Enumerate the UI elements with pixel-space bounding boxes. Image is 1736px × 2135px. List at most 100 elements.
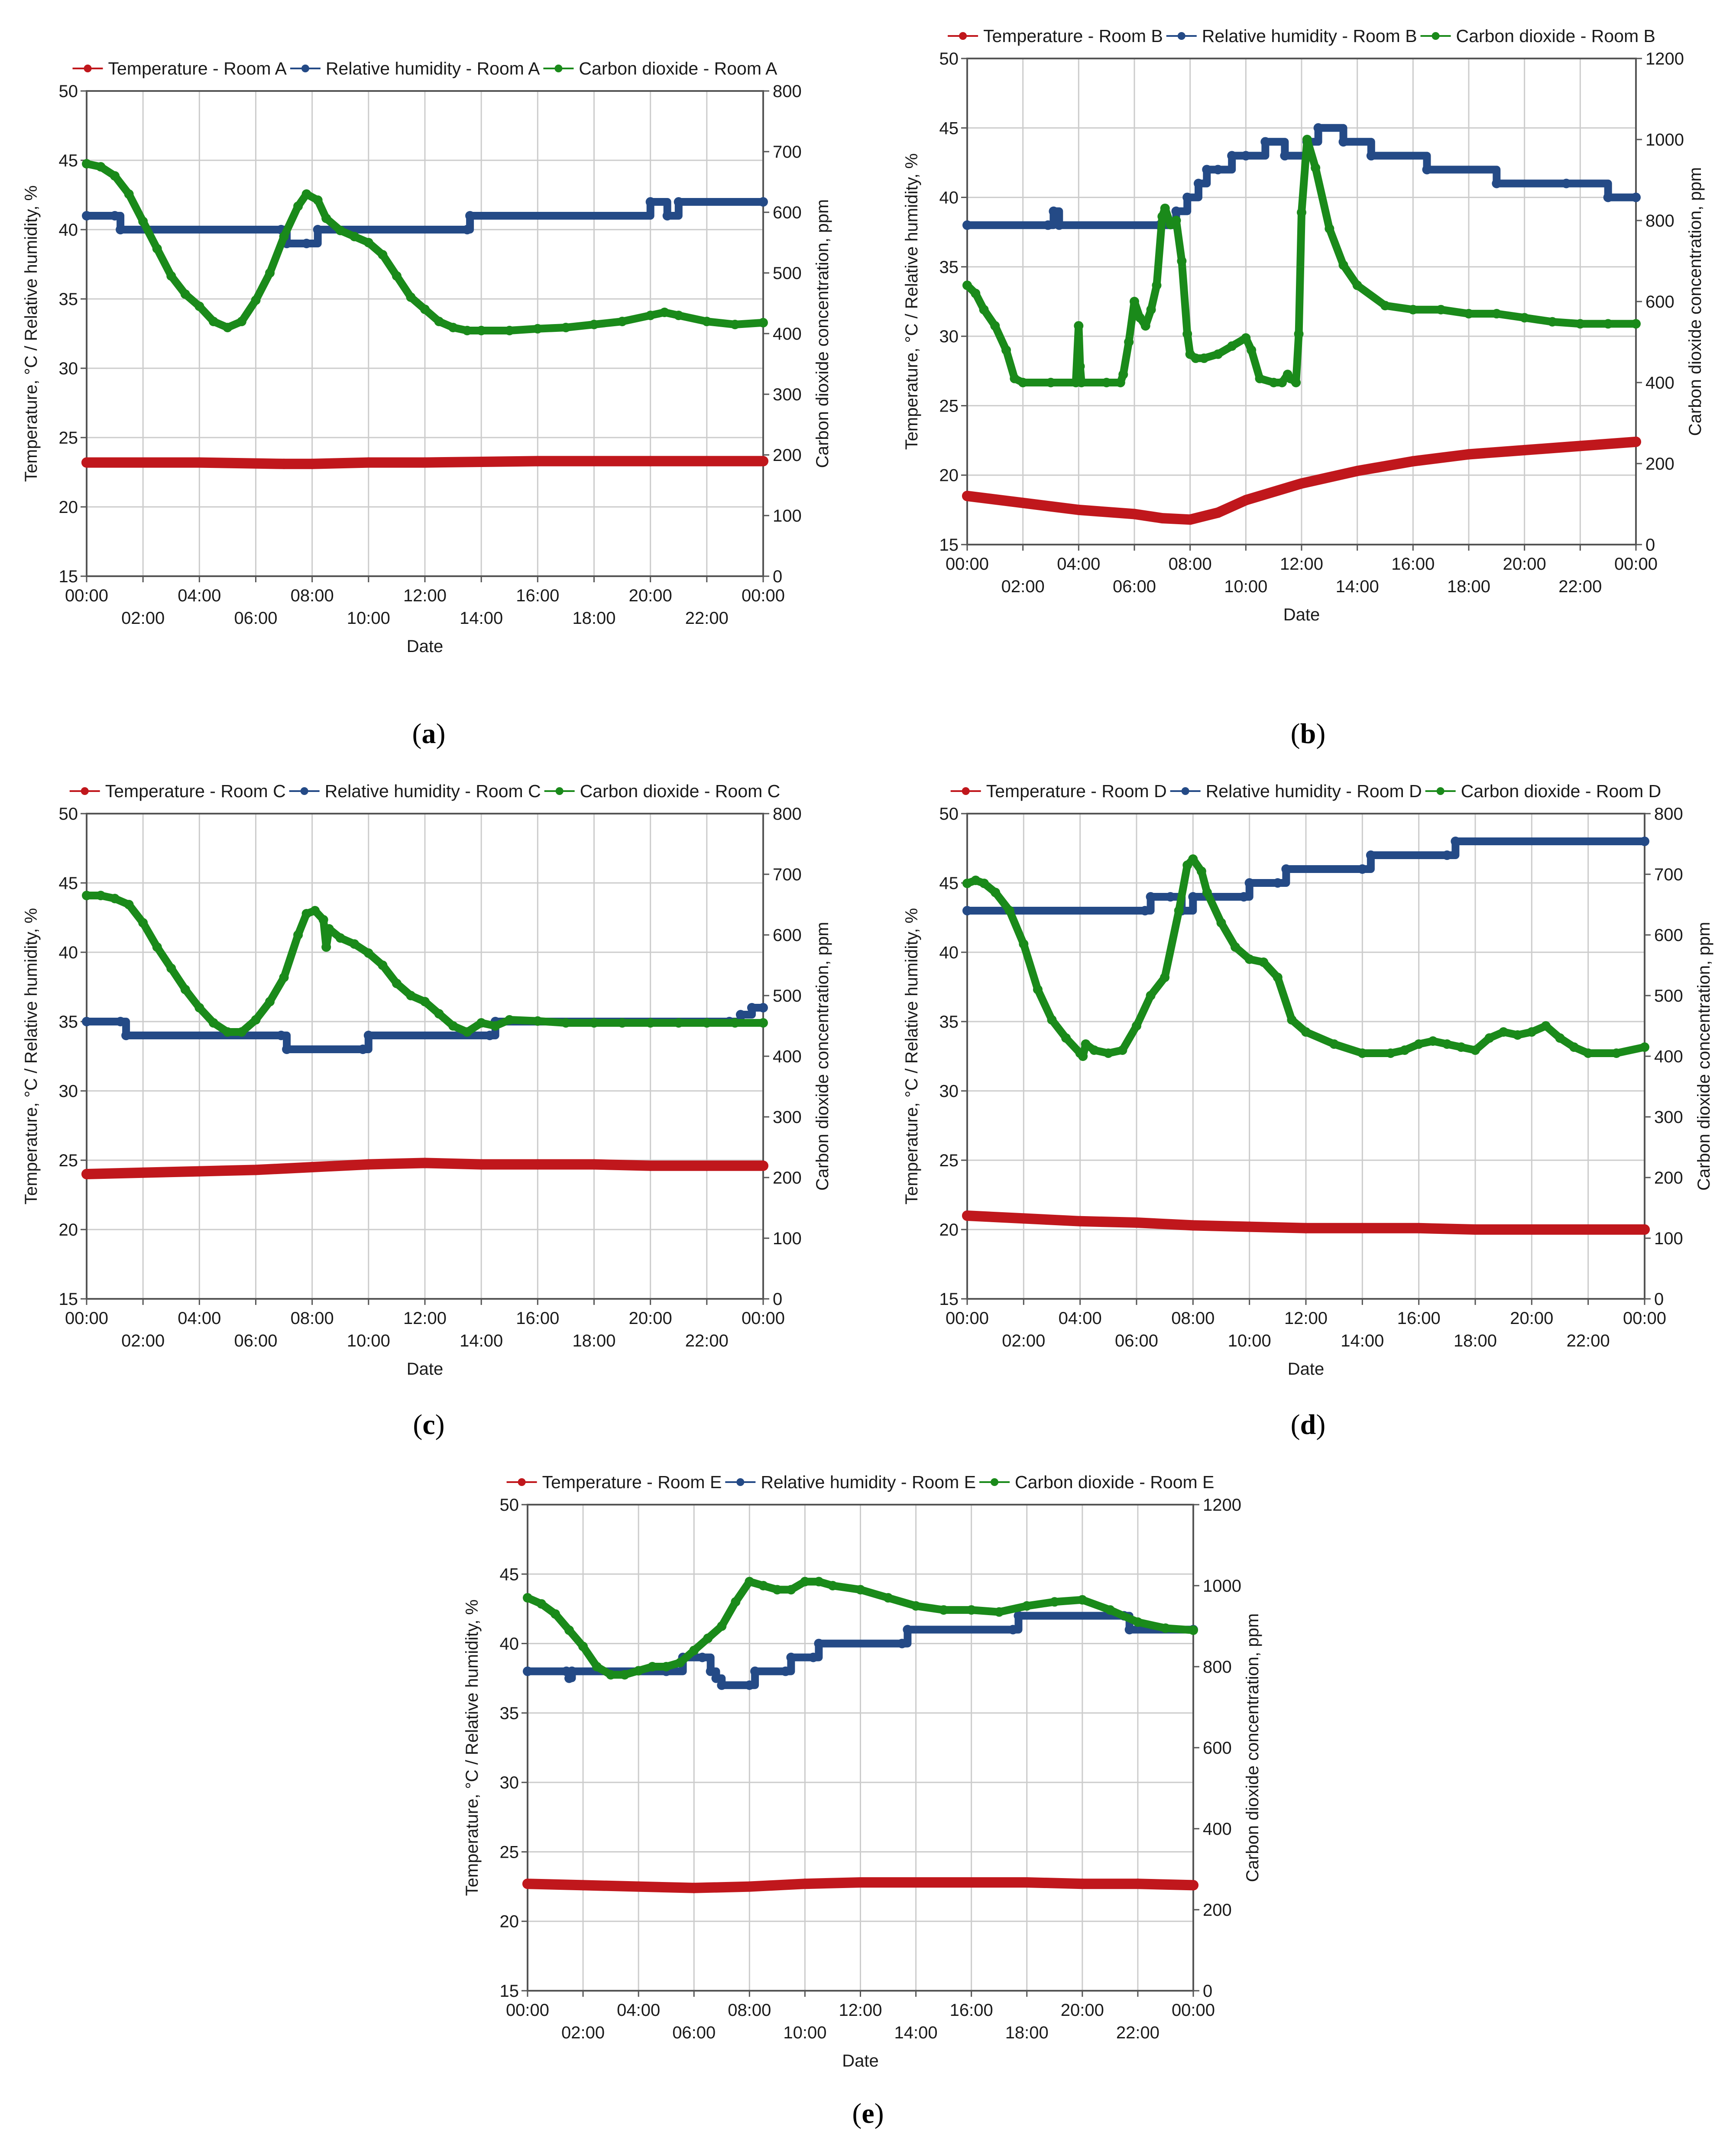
data-point: [321, 942, 331, 952]
data-point: [1152, 280, 1162, 290]
data-point: [462, 1027, 472, 1037]
data-point: [674, 1018, 683, 1028]
chart-panel-b: 15 20 25 30 35 40 45 50 0 200 400 600 800 1000 1200 00:…: [902, 26, 1705, 624]
legend-entry: Relative humidity - Room D: [1170, 781, 1422, 801]
data-point: [522, 1879, 533, 1889]
x-tick-label: 02:00: [1001, 577, 1045, 596]
data-point: [697, 1652, 707, 1662]
data-point: [1422, 165, 1432, 175]
x-axis-label: Date: [1283, 605, 1320, 624]
y2-tick-label: 0: [1654, 1290, 1664, 1309]
data-point: [1105, 1605, 1115, 1615]
x-tick-label: 10:00: [347, 609, 390, 628]
x-tick-label: 10:00: [1224, 577, 1267, 596]
y2-tick-label: 600: [1645, 292, 1674, 311]
data-point: [661, 1662, 671, 1671]
data-point: [1470, 1224, 1480, 1235]
data-point: [1019, 939, 1029, 949]
data-point: [633, 1881, 644, 1892]
x-tick-label: 16:00: [516, 586, 559, 605]
data-point: [1174, 906, 1184, 915]
data-point: [1124, 337, 1134, 347]
data-point: [1259, 957, 1269, 967]
legend-entry: Carbon dioxide - Room B: [1420, 26, 1655, 46]
data-point: [717, 1680, 727, 1690]
y2-tick-label: 1200: [1645, 49, 1684, 68]
legend-label: Temperature - Room A: [108, 58, 287, 78]
data-point: [350, 939, 360, 949]
legend-entry: Temperature - Room D: [950, 781, 1167, 801]
data-point: [1541, 1021, 1551, 1031]
panel-letter-b: b: [1300, 718, 1316, 750]
data-point: [116, 225, 126, 234]
data-point: [1470, 1045, 1480, 1055]
data-point: [1216, 918, 1226, 928]
data-point: [717, 1621, 727, 1631]
data-point: [406, 292, 416, 302]
x-tick-label: 18:00: [572, 609, 615, 628]
y-tick-label: 30: [939, 327, 959, 346]
y2-tick-label: 800: [773, 805, 802, 824]
data-point: [166, 964, 176, 973]
data-point: [1499, 1027, 1509, 1037]
data-point: [1018, 378, 1028, 387]
y2-tick-label: 500: [773, 264, 802, 283]
data-point: [1076, 378, 1086, 387]
data-point: [279, 232, 289, 241]
chart-panel-c: 1520253035404550010020030040050060070080…: [22, 781, 832, 1379]
data-point: [533, 324, 543, 334]
data-point: [279, 973, 289, 982]
y-tick-label: 15: [59, 567, 78, 586]
y-tick-label: 45: [939, 119, 959, 138]
x-tick-label: 00:00: [65, 586, 108, 605]
data-point: [1157, 211, 1167, 221]
data-point: [814, 1577, 824, 1587]
x-axis-label: Date: [842, 2051, 879, 2070]
data-point: [1357, 1048, 1367, 1058]
legend-entry: Temperature - Room A: [72, 58, 287, 78]
data-point: [645, 197, 655, 207]
y2-tick-label: 400: [1645, 373, 1674, 393]
y-tick-label: 40: [939, 943, 959, 962]
data-point: [250, 1165, 261, 1175]
x-tick-label: 02:00: [561, 2023, 605, 2042]
data-point: [1414, 1039, 1424, 1049]
y-tick-label: 50: [939, 805, 959, 824]
data-point: [1021, 1877, 1032, 1888]
y2-tick-label: 0: [773, 1290, 782, 1309]
y-tick-label: 15: [59, 1290, 78, 1309]
data-point: [152, 244, 162, 253]
legend-swatch-marker: [991, 1478, 999, 1486]
data-point: [645, 1160, 656, 1171]
data-point: [121, 1031, 131, 1040]
x-tick-label: 04:00: [1057, 555, 1100, 574]
data-point: [1001, 345, 1011, 355]
data-point: [1297, 208, 1306, 217]
data-point: [1456, 1042, 1466, 1052]
y2-tick-label: 600: [1654, 926, 1683, 945]
data-point: [1014, 1611, 1023, 1621]
panel-label-d: (d): [1291, 1409, 1326, 1441]
y2-tick-label: 0: [773, 567, 782, 586]
data-point: [758, 197, 768, 207]
x-tick-label: 14:00: [894, 2023, 938, 2042]
data-point: [1185, 514, 1195, 525]
x-tick-label: 06:00: [234, 1331, 277, 1350]
y-tick-label: 45: [59, 151, 78, 170]
x-tick-label: 00:00: [506, 2001, 549, 2020]
legend-label: Temperature - Room B: [983, 26, 1163, 46]
data-point: [910, 1877, 921, 1888]
data-point: [1171, 206, 1181, 216]
data-point: [490, 1021, 500, 1031]
data-point: [1140, 906, 1150, 915]
legend-entry: Carbon dioxide - Room E: [979, 1472, 1214, 1492]
y2-axis-label: Carbon dioxide concentration, ppm: [813, 922, 832, 1191]
data-point: [1231, 942, 1240, 952]
y-axis-label: Temperature, °C / Relative humidity, %: [22, 908, 41, 1204]
y2-tick-label: 200: [773, 1168, 802, 1188]
x-tick-label: 22:00: [685, 1331, 729, 1350]
data-point: [1117, 1045, 1127, 1055]
data-point: [180, 985, 190, 994]
data-point: [1213, 165, 1223, 175]
data-point: [1241, 151, 1251, 161]
